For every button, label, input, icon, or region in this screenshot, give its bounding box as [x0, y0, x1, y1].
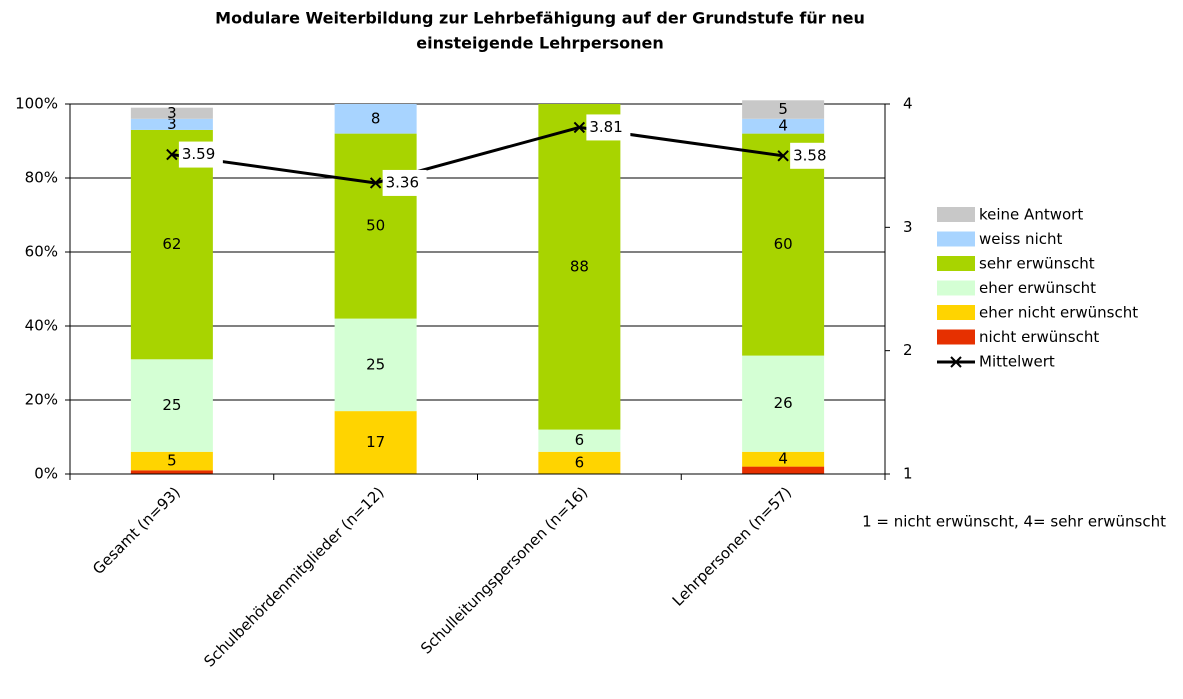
label-box: [586, 114, 631, 141]
bar-segment: [538, 451, 621, 474]
x-tick-label: Lehrpersonen (n=57): [669, 483, 795, 609]
bar-segment: [538, 104, 621, 430]
bar-segment: [334, 318, 417, 412]
x-tick-label: Gesamt (n=93): [89, 483, 184, 578]
legend-swatch: [937, 280, 975, 296]
bar-segment: [334, 104, 417, 134]
y-tick-label: 0%: [34, 465, 58, 483]
bar-segment: [130, 359, 213, 452]
data-label: 62: [162, 235, 181, 253]
legend-label: Mittelwert: [979, 353, 1055, 371]
legend-label: keine Antwort: [979, 206, 1083, 224]
label-box: [178, 141, 223, 168]
legend-label: eher nicht erwünscht: [979, 304, 1138, 322]
y-tick-label: 100%: [15, 95, 58, 113]
y-tick-label: 60%: [25, 243, 58, 261]
y-tick-label: 40%: [25, 317, 58, 335]
x-tick-label: Schulleitungspersonen (n=16): [417, 483, 591, 657]
bar-segment: [130, 107, 213, 119]
legend-swatch: [937, 207, 975, 222]
data-label: 26: [774, 394, 793, 412]
legend-swatch: [937, 329, 975, 345]
bar-segment: [538, 429, 621, 452]
legend-label: weiss nicht: [979, 230, 1062, 248]
line: [171, 125, 784, 185]
line-marker: [166, 148, 178, 161]
bar-segment: [334, 411, 417, 474]
legend-label: eher erwünscht: [979, 279, 1096, 297]
legend-swatch: [937, 231, 975, 247]
data-label: 25: [366, 355, 385, 373]
data-label: 3.36: [386, 173, 419, 191]
bar-segment: [742, 133, 825, 356]
legend-swatch: [937, 305, 975, 320]
legend-swatch: [937, 256, 975, 271]
line-marker: [777, 150, 789, 162]
data-label: 3: [167, 104, 177, 122]
chart-title: einsteigende Lehrpersonen: [416, 34, 663, 53]
bar-segment: [130, 451, 213, 471]
data-label: 17: [366, 433, 385, 451]
legend-label: sehr erwünscht: [979, 255, 1095, 273]
y2-tick-label: 3: [903, 218, 913, 236]
bar-segment: [130, 470, 213, 474]
chart-title: Modulare Weiterbildung zur Lehrbefähigun…: [215, 9, 865, 28]
data-label: 3.58: [793, 146, 826, 164]
legend-marker: [950, 356, 962, 368]
line-marker: [369, 177, 382, 189]
data-label: 3: [167, 115, 177, 133]
data-label: 3.59: [182, 145, 215, 163]
bar-segment: [742, 466, 825, 474]
data-label: 60: [774, 235, 793, 253]
bar-segment: [130, 118, 213, 130]
data-label: 5: [167, 452, 177, 470]
data-label: 50: [366, 217, 385, 235]
data-label: 4: [778, 450, 788, 468]
data-label: 6: [575, 453, 585, 471]
data-label: 8: [371, 109, 381, 127]
bar-segment: [334, 133, 417, 319]
bar-segment: [130, 129, 213, 360]
bar-segment: [742, 100, 825, 119]
y2-tick-label: 4: [903, 95, 913, 113]
data-label: 25: [162, 396, 181, 414]
data-label: 4: [778, 117, 788, 135]
data-label: 5: [778, 100, 788, 118]
data-label: 6: [575, 431, 585, 449]
note: 1 = nicht erwünscht, 4= sehr erwünscht: [862, 513, 1166, 531]
data-label: 3.81: [589, 118, 622, 136]
y-tick-label: 20%: [25, 391, 58, 409]
bar-segment: [742, 118, 825, 134]
line-marker: [573, 121, 586, 134]
y2-tick-label: 2: [903, 341, 913, 359]
legend-label: nicht erwünscht: [979, 328, 1099, 346]
label-box: [382, 169, 427, 196]
label-box: [790, 142, 835, 169]
y2-tick-label: 1: [903, 465, 913, 483]
y-tick-label: 80%: [25, 169, 58, 187]
x-tick-label: Schulbehördenmitglieder (n=12): [200, 483, 387, 670]
bar-segment: [742, 355, 825, 452]
data-label: 88: [570, 257, 589, 275]
bar-segment: [742, 451, 825, 467]
